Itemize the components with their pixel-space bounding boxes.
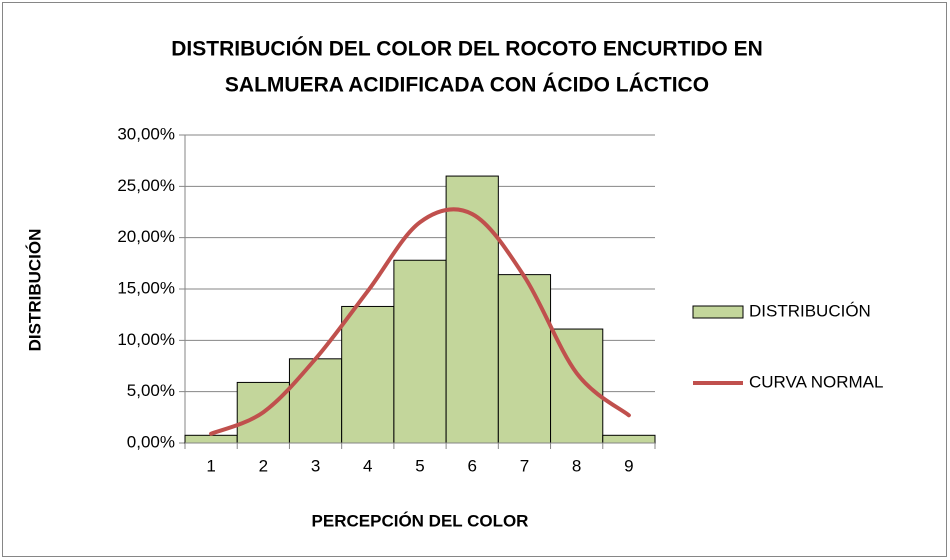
- x-tick-label: 4: [363, 456, 372, 475]
- y-tick-label: 30,00%: [117, 124, 175, 143]
- x-tick-label: 6: [467, 456, 476, 475]
- x-tick-label: 1: [206, 456, 215, 475]
- bar: [184, 434, 238, 444]
- legend-label: DISTRIBUCIÓN: [749, 301, 871, 320]
- y-tick-label: 5,00%: [127, 381, 175, 400]
- x-tick-label: 5: [415, 456, 424, 475]
- x-tick-label: 9: [624, 456, 633, 475]
- y-tick-label: 15,00%: [117, 278, 175, 297]
- y-tick-label: 0,00%: [127, 432, 175, 451]
- y-tick-label: 25,00%: [117, 176, 175, 195]
- y-axis-title: DISTRIBUCIÓN: [25, 229, 44, 352]
- x-tick-label: 8: [572, 456, 581, 475]
- legend-swatch: [692, 305, 744, 319]
- y-tick-label: 20,00%: [117, 227, 175, 246]
- chart-title: SALMUERA ACIDIFICADA CON ÁCIDO LÁCTICO: [225, 74, 709, 97]
- x-axis-title: PERCEPCIÓN DEL COLOR: [312, 511, 529, 530]
- bar: [288, 358, 343, 444]
- legend-label: CURVA NORMAL: [749, 372, 883, 391]
- bar: [445, 175, 499, 444]
- line: [209, 207, 631, 436]
- x-tick-label: 3: [311, 456, 320, 475]
- y-tick-label: 10,00%: [117, 330, 175, 349]
- bar: [341, 305, 395, 444]
- x-tick-label: 2: [259, 456, 268, 475]
- bar: [393, 259, 447, 444]
- bar: [550, 328, 604, 444]
- bar: [602, 434, 656, 444]
- chart-title: DISTRIBUCIÓN DEL COLOR DEL ROCOTO ENCURT…: [171, 37, 763, 61]
- bar: [497, 274, 552, 444]
- x-tick-label: 7: [520, 456, 529, 475]
